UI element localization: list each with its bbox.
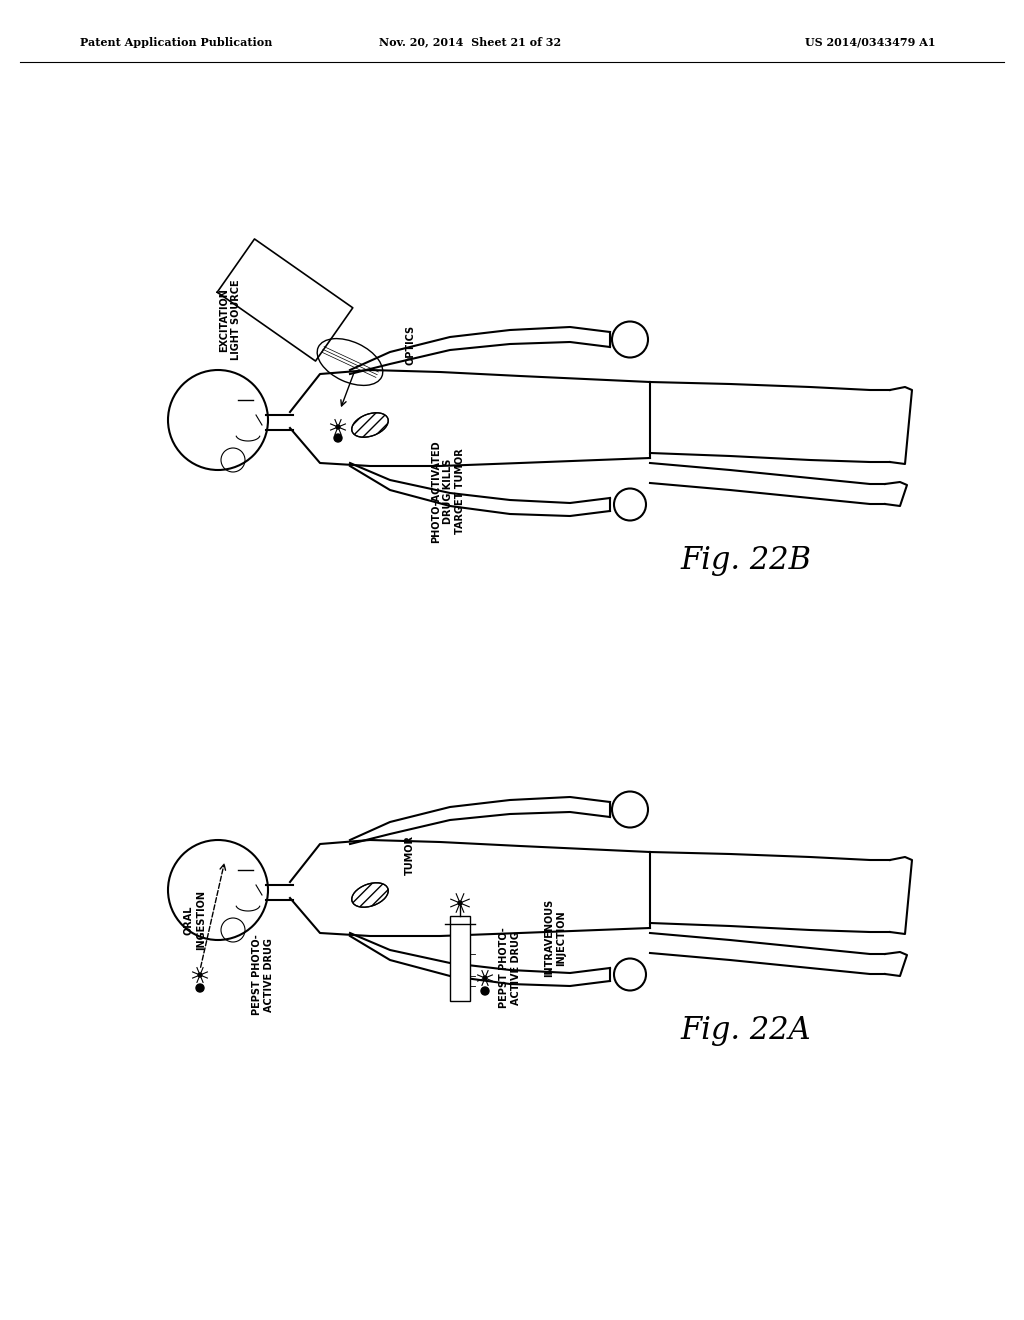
Text: ORAL
INGESTION: ORAL INGESTION [183, 890, 206, 950]
Circle shape [458, 902, 462, 906]
Text: Fig. 22B: Fig. 22B [680, 544, 811, 576]
Text: PEPST PHOTO-
ACTIVE DRUG: PEPST PHOTO- ACTIVE DRUG [252, 935, 273, 1015]
Circle shape [483, 975, 487, 979]
Text: EXCITATION
LIGHT SOURCE: EXCITATION LIGHT SOURCE [219, 280, 242, 360]
Ellipse shape [352, 883, 388, 907]
Text: Fig. 22A: Fig. 22A [680, 1015, 811, 1045]
Text: TUMOR: TUMOR [406, 836, 415, 875]
Bar [450, 916, 470, 1001]
Text: PHOTO-ACTIVATED
DRUG KILLS
TARGET TUMOR: PHOTO-ACTIVATED DRUG KILLS TARGET TUMOR [431, 440, 465, 543]
Ellipse shape [352, 413, 388, 437]
Circle shape [198, 973, 202, 977]
Circle shape [334, 434, 342, 442]
Circle shape [481, 987, 489, 995]
Text: Nov. 20, 2014  Sheet 21 of 32: Nov. 20, 2014 Sheet 21 of 32 [379, 37, 561, 48]
Text: INTRAVENOUS
INJECTION: INTRAVENOUS INJECTION [544, 899, 566, 977]
Text: OPTICS: OPTICS [406, 325, 415, 366]
Circle shape [196, 983, 204, 993]
Text: Patent Application Publication: Patent Application Publication [80, 37, 272, 48]
Circle shape [336, 425, 340, 429]
Text: PEPST PHOTO-
ACTIVE DRUG: PEPST PHOTO- ACTIVE DRUG [500, 928, 521, 1008]
Text: US 2014/0343479 A1: US 2014/0343479 A1 [805, 37, 935, 48]
